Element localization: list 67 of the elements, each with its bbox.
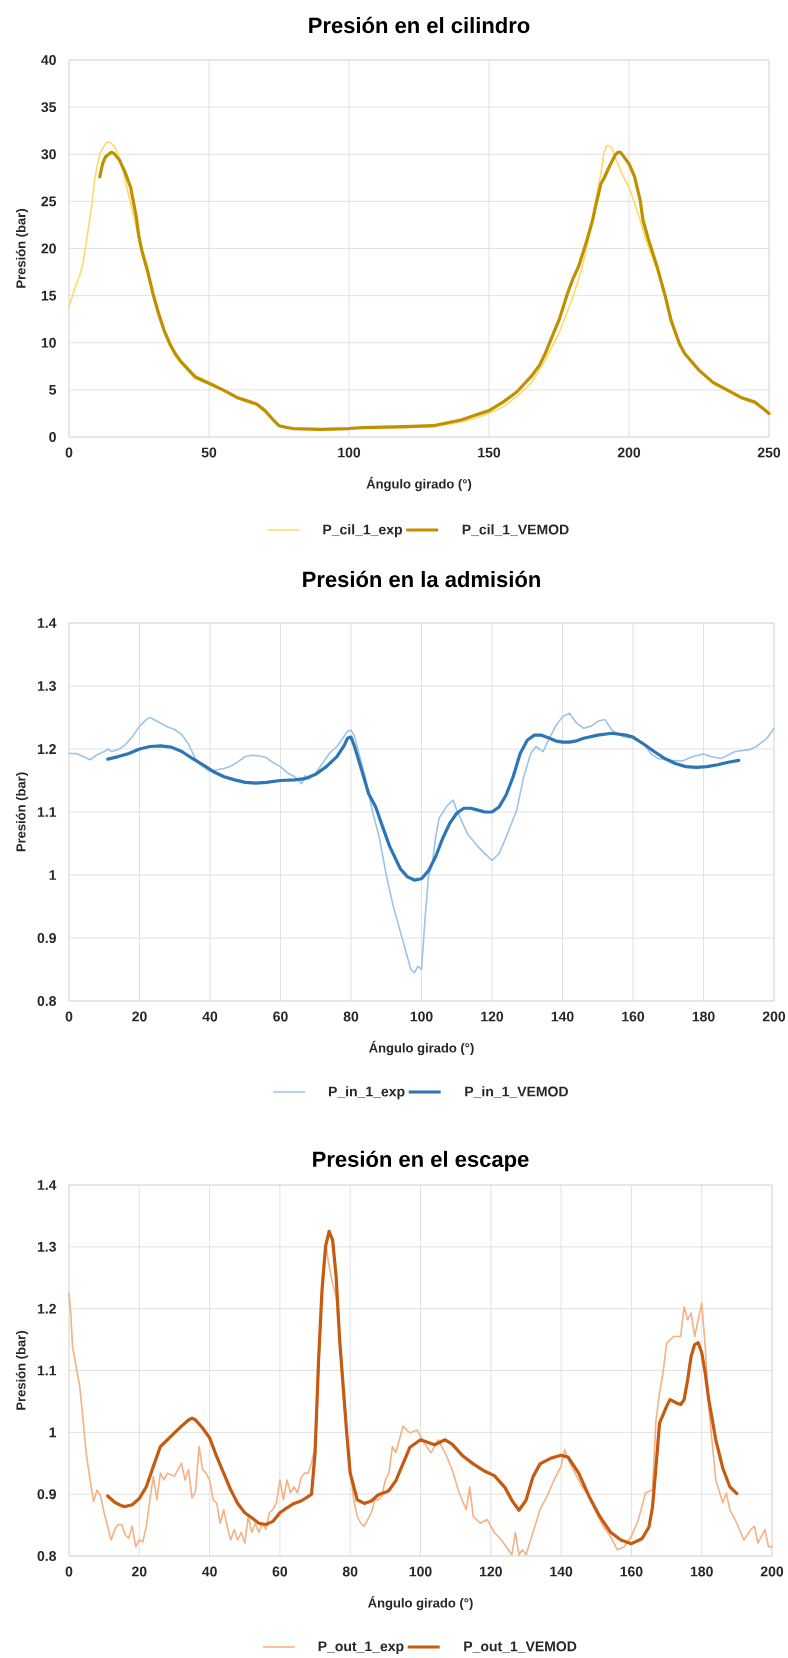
x-tick-label: 0 xyxy=(65,447,73,458)
y-tick-label: 40 xyxy=(41,55,56,65)
x-axis-title: Ángulo girado (°) xyxy=(368,1595,473,1611)
x-tick-label: 20 xyxy=(132,1011,147,1022)
y-tick-label: 1.3 xyxy=(37,681,56,691)
y-tick-label: 10 xyxy=(41,337,56,348)
y-tick-label: 1.2 xyxy=(37,1303,56,1314)
legend-label: P_out_1_VEMOD xyxy=(464,1641,577,1653)
y-tick-label: 30 xyxy=(41,149,56,160)
x-tick-label: 200 xyxy=(762,1011,786,1022)
y-tick-label: 15 xyxy=(41,290,57,301)
y-tick-label: 1.3 xyxy=(37,1241,56,1252)
y-tick-label: 25 xyxy=(41,196,57,207)
y-tick-label: 1 xyxy=(49,870,57,880)
x-tick-label: 80 xyxy=(342,1566,358,1577)
y-tick-label: 1.4 xyxy=(37,1180,57,1190)
y-tick-label: 5 xyxy=(49,385,57,395)
x-tick-label: 40 xyxy=(202,1566,217,1577)
x-tick-label: 180 xyxy=(692,1011,715,1022)
x-tick-label: 60 xyxy=(273,1011,288,1022)
y-tick-label: 1.4 xyxy=(37,618,57,628)
y-axis-title: Presión (bar) xyxy=(15,209,29,288)
y-tick-label: 1 xyxy=(49,1427,57,1438)
y-tick-label: 1.2 xyxy=(37,744,56,754)
x-tick-label: 60 xyxy=(272,1566,288,1577)
x-tick-label: 80 xyxy=(343,1011,359,1022)
x-tick-label: 200 xyxy=(760,1566,784,1577)
x-tick-label: 100 xyxy=(409,1566,432,1577)
x-tick-label: 160 xyxy=(620,1566,643,1577)
legend-label: P_in_1_exp xyxy=(328,1086,405,1100)
x-tick-label: 50 xyxy=(201,447,217,458)
x-tick-label: 140 xyxy=(551,1011,574,1022)
x-tick-label: 100 xyxy=(410,1011,433,1022)
x-tick-label: 0 xyxy=(65,1566,73,1577)
x-tick-label: 250 xyxy=(757,447,781,458)
y-tick-label: 35 xyxy=(41,102,57,113)
y-axis-title: Presión (bar) xyxy=(15,772,29,852)
legend-label: P_out_1_exp xyxy=(318,1641,404,1654)
legend-label: P_cil_1_exp xyxy=(323,524,403,538)
x-tick-label: 150 xyxy=(478,447,501,458)
y-axis-title: Presión (bar) xyxy=(15,1331,29,1410)
y-tick-label: 0.9 xyxy=(37,933,56,943)
y-tick-label: 0 xyxy=(49,432,56,442)
x-axis-title: Ángulo girado (°) xyxy=(369,1040,474,1056)
y-tick-label: 1.1 xyxy=(37,1365,57,1376)
y-tick-label: 0.8 xyxy=(37,996,57,1006)
x-axis-title: Ángulo girado (°) xyxy=(366,476,472,492)
x-tick-label: 200 xyxy=(617,447,641,458)
chart-title: Presión en el escape xyxy=(313,1150,529,1172)
x-tick-label: 160 xyxy=(622,1011,645,1022)
legend-label: P_cil_1_VEMOD xyxy=(462,524,569,537)
x-tick-label: 100 xyxy=(338,447,361,458)
x-tick-label: 0 xyxy=(65,1011,73,1022)
y-tick-label: 0.8 xyxy=(37,1551,57,1561)
legend-label: P_in_1_VEMOD xyxy=(465,1086,568,1099)
x-tick-label: 40 xyxy=(202,1011,218,1022)
line-series xyxy=(106,731,741,882)
y-tick-label: 20 xyxy=(41,243,56,254)
x-tick-label: 140 xyxy=(550,1566,573,1577)
x-tick-label: 20 xyxy=(132,1566,147,1577)
y-tick-label: 0.9 xyxy=(37,1489,56,1500)
x-tick-label: 120 xyxy=(481,1011,504,1022)
y-tick-label: 1.1 xyxy=(37,807,57,817)
x-tick-label: 180 xyxy=(690,1566,713,1577)
chart-title: Presión en la admisión xyxy=(303,570,540,588)
chart-title: Presión en el cilindro xyxy=(309,16,530,34)
x-tick-label: 120 xyxy=(480,1566,502,1577)
